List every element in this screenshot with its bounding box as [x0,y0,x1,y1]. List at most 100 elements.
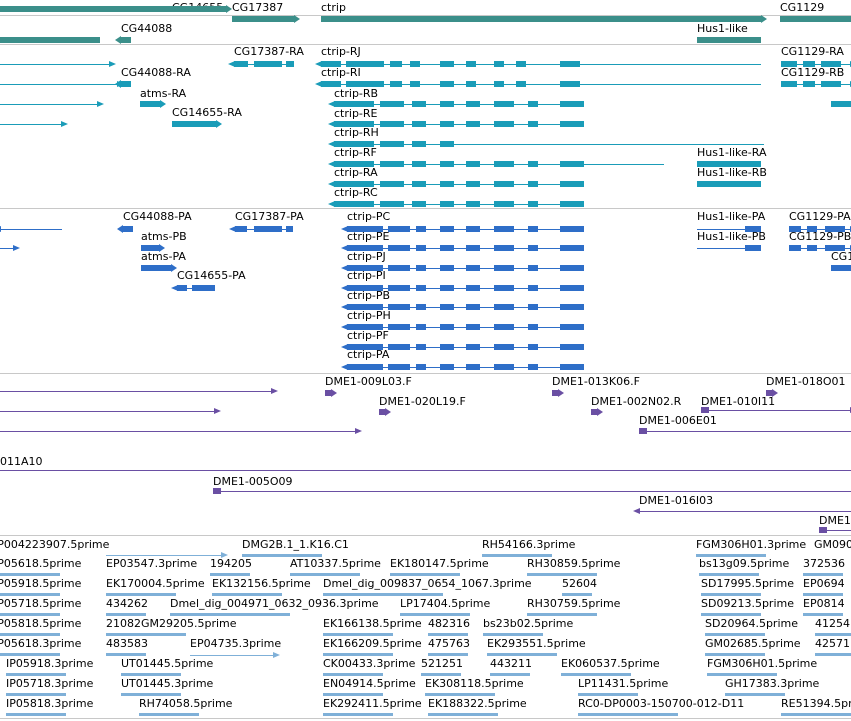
exon-block[interactable] [412,101,426,107]
exon-block[interactable] [388,324,410,330]
feature-label[interactable]: CG1129 [780,1,825,14]
exon-block[interactable] [528,324,538,330]
feature-label[interactable]: 42571 [815,637,850,650]
exon-block[interactable] [560,265,584,271]
feature-label[interactable]: DME1-006E01 [639,414,717,427]
exon-block[interactable] [466,161,480,167]
exon-block[interactable] [781,713,851,716]
feature-label[interactable]: EN04914.5prime [323,677,416,690]
exon-block[interactable] [234,61,248,67]
exon-block[interactable] [0,6,226,12]
exon-block[interactable] [410,81,420,87]
exon-block[interactable] [494,344,514,350]
feature-label[interactable]: Hus1-like-RB [697,166,767,179]
exon-block[interactable] [0,573,60,576]
exon-block[interactable] [286,226,293,232]
exon-block[interactable] [528,181,538,187]
feature-label[interactable]: AT10337.5prime [290,557,381,570]
feature-label[interactable]: EP03547.3prime [106,557,198,570]
exon-block[interactable] [323,693,383,696]
exon-block[interactable] [560,201,584,207]
exon-block[interactable] [334,141,374,147]
exon-block[interactable] [106,633,186,636]
feature-label[interactable]: EK166209.5prime [323,637,422,650]
exon-block[interactable] [494,121,514,127]
feature-label[interactable]: CG1129-PA [789,210,851,223]
exon-block[interactable] [803,593,843,596]
exon-block[interactable] [578,713,678,716]
exon-block[interactable] [388,245,410,251]
exon-block[interactable] [412,181,426,187]
feature-label[interactable]: CG1129-PB [789,230,851,243]
exon-block[interactable] [552,390,558,396]
exon-block[interactable] [562,593,592,596]
exon-block[interactable] [334,101,374,107]
exon-block[interactable] [528,161,538,167]
feature-label[interactable]: FGM306H01.3prime [696,538,807,551]
exon-block[interactable] [803,613,843,616]
feature-label[interactable]: IP05718.3prime [6,677,94,690]
exon-block[interactable] [560,181,584,187]
exon-block[interactable] [528,245,538,251]
exon-block[interactable] [334,121,374,127]
exon-block[interactable] [803,81,815,87]
exon-block[interactable] [527,613,597,616]
exon-block[interactable] [440,141,454,147]
exon-block[interactable] [803,573,843,576]
exon-block[interactable] [821,61,841,67]
exon-block[interactable] [170,613,290,616]
exon-block[interactable] [578,693,638,696]
exon-block[interactable] [705,653,765,656]
feature-label[interactable]: atms-PB [141,230,187,243]
feature-label[interactable]: DMG2B.1_1.K16.C1 [242,538,349,551]
exon-block[interactable] [121,37,131,43]
exon-block[interactable] [466,265,480,271]
exon-block[interactable] [528,304,538,310]
exon-block[interactable] [766,390,772,396]
feature-label[interactable]: RH54166.3prime [482,538,576,551]
feature-label[interactable]: CK00433.3prime [323,657,416,670]
exon-block[interactable] [380,141,404,147]
exon-block[interactable] [235,226,247,232]
exon-block[interactable] [528,121,538,127]
exon-block[interactable] [213,488,221,494]
exon-block[interactable] [321,61,341,67]
exon-block[interactable] [321,81,341,87]
exon-block[interactable] [323,653,393,656]
exon-block[interactable] [347,226,383,232]
exon-block[interactable] [466,81,476,87]
feature-label[interactable]: EK188322.5prime [428,697,527,710]
exon-block[interactable] [6,713,66,716]
exon-block[interactable] [380,101,404,107]
exon-block[interactable] [379,409,385,415]
exon-block[interactable] [334,161,374,167]
exon-block[interactable] [212,593,282,596]
exon-block[interactable] [560,121,584,127]
feature-label[interactable]: SD09213.5prime [701,597,794,610]
exon-block[interactable] [697,161,761,167]
feature-label[interactable]: 475763 [428,637,470,650]
exon-block[interactable] [346,81,384,87]
exon-block[interactable] [494,81,504,87]
exon-block[interactable] [440,81,454,87]
exon-block[interactable] [416,285,426,291]
exon-block[interactable] [494,161,514,167]
feature-label[interactable]: CG1129-PC [831,250,851,263]
feature-label[interactable]: IP05918.5prime [0,577,82,590]
exon-block[interactable] [388,364,410,370]
exon-block[interactable] [400,613,470,616]
feature-label[interactable]: bs13g09.5prime [699,557,790,570]
exon-block[interactable] [560,226,584,232]
exon-block[interactable] [699,573,759,576]
exon-block[interactable] [815,633,851,636]
exon-block[interactable] [440,161,454,167]
feature-label[interactable]: CG17387-RA [234,45,304,58]
feature-label[interactable]: 194205 [210,557,252,570]
exon-block[interactable] [697,181,761,187]
exon-block[interactable] [789,245,801,251]
exon-block[interactable] [388,344,410,350]
feature-label[interactable]: CG1129-RB [781,66,845,79]
exon-block[interactable] [347,344,383,350]
exon-block[interactable] [440,101,454,107]
exon-block[interactable] [466,285,480,291]
